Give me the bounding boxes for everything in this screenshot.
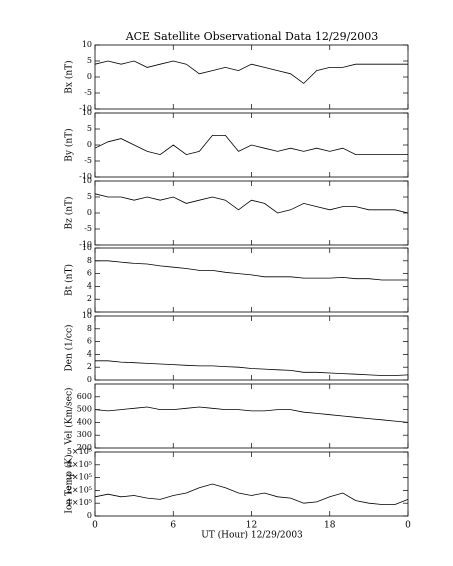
data-line <box>94 60 408 84</box>
data-line <box>94 483 409 505</box>
data-line <box>94 135 408 156</box>
y-tick-label: 0 <box>87 511 92 520</box>
y-tick-label: -10 <box>79 104 92 113</box>
y-tick-label: 10 <box>82 108 92 117</box>
y-tick-label: 5×10⁵ <box>67 447 92 456</box>
data-line <box>95 260 408 281</box>
y-tick-label: -5 <box>84 224 92 233</box>
y-tick-label: 500 <box>77 405 92 414</box>
y-tick-label: 4 <box>87 349 92 358</box>
x-tick-label: 0 <box>405 521 411 531</box>
y-tick-label: 1×10⁵ <box>67 498 92 507</box>
y-tick-label: 5 <box>87 124 92 133</box>
panel-frame <box>94 180 409 246</box>
y-tick-label: 200 <box>77 443 92 452</box>
y-axis-label: By (nT) <box>64 128 75 161</box>
y-axis-label: Bz (nT) <box>64 196 75 229</box>
y-tick-label: 0 <box>87 307 92 316</box>
y-tick-label: 0 <box>87 208 92 217</box>
y-tick-label: 2×10⁵ <box>67 485 92 494</box>
y-tick-label: 6 <box>87 269 92 278</box>
x-axis-label: UT (Hour) 12/29/2003 <box>201 530 303 541</box>
panel-frame <box>94 44 409 110</box>
y-tick-label: 3×10⁵ <box>67 473 92 482</box>
y-axis-label: Bx (nT) <box>64 60 75 93</box>
x-tick-label: 12 <box>246 521 257 531</box>
y-axis-label: Ion Temp (K) <box>64 454 75 513</box>
y-tick-label: 0 <box>87 140 92 149</box>
y-tick-label: 0 <box>87 72 92 81</box>
y-tick-label: 2 <box>87 362 92 371</box>
data-line <box>95 360 409 376</box>
y-tick-label: 10 <box>82 176 92 185</box>
x-tick-label: 18 <box>324 521 336 531</box>
y-tick-label: -10 <box>79 172 92 181</box>
y-tick-label: 5 <box>87 192 92 201</box>
y-tick-label: 10 <box>82 40 92 49</box>
x-tick-label: 6 <box>170 521 176 531</box>
y-tick-label: 2 <box>87 294 92 303</box>
data-line <box>94 193 409 214</box>
y-axis-label: Den (1/cc) <box>64 324 75 371</box>
panel-frame <box>94 315 409 381</box>
panel-frame <box>94 451 409 517</box>
panel-frame <box>94 247 409 313</box>
data-line <box>94 406 409 423</box>
y-tick-label: 6 <box>87 337 92 346</box>
y-tick-label: 8 <box>87 324 92 333</box>
y-tick-label: 400 <box>77 417 92 426</box>
chart-title: ACE Satellite Observational Data 12/29/2… <box>125 30 379 43</box>
panel-frame <box>94 383 409 449</box>
y-tick-label: 0 <box>87 375 92 384</box>
y-tick-label: 10 <box>82 311 92 320</box>
y-tick-label: 4×10⁵ <box>67 460 92 469</box>
y-tick-label: -5 <box>84 156 92 165</box>
y-tick-label: 10 <box>82 243 92 252</box>
y-tick-label: 600 <box>77 392 92 401</box>
y-tick-label: 4 <box>87 281 92 290</box>
y-tick-label: 300 <box>77 430 92 439</box>
x-tick-label: 0 <box>92 521 98 531</box>
y-axis-label: Bt (nT) <box>64 264 75 296</box>
y-tick-label: 5 <box>87 56 92 65</box>
y-tick-label: -10 <box>79 240 92 249</box>
y-axis-label: Vel (Km/sec) <box>64 387 75 445</box>
y-tick-label: 8 <box>87 256 92 265</box>
y-tick-label: -5 <box>84 88 92 97</box>
